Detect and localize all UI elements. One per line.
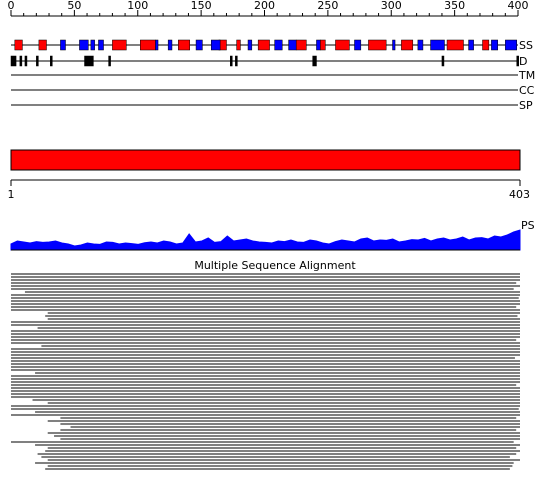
strand [505, 39, 517, 51]
sequence-bar [10, 149, 521, 171]
helix [14, 39, 23, 51]
track-label: D [519, 55, 527, 68]
helix [295, 39, 307, 51]
track-label: SS [519, 39, 533, 52]
disorder [84, 55, 94, 67]
disorder [10, 55, 17, 67]
ruler-label: 300 [381, 0, 402, 12]
ruler-label: 400 [508, 0, 529, 12]
ruler-label: 200 [254, 0, 275, 12]
ruler-label: 350 [444, 0, 465, 12]
helix [112, 39, 127, 51]
strand [491, 39, 498, 51]
alignment-title: Multiple Sequence Alignment [194, 259, 356, 272]
disorder [108, 55, 111, 67]
helix [368, 39, 387, 51]
ruler-label: 50 [67, 0, 81, 12]
sequence-label: 1 [8, 188, 15, 201]
strand [417, 39, 424, 51]
strand [211, 39, 221, 51]
strand [98, 39, 104, 51]
disorder [24, 55, 28, 67]
helix [335, 39, 350, 51]
strand [195, 39, 203, 51]
strand [167, 39, 173, 51]
ruler-label: 250 [317, 0, 338, 12]
disorder [235, 55, 238, 67]
strand [430, 39, 445, 51]
helix [178, 39, 190, 51]
track-label: TM [518, 69, 535, 82]
ruler-label: 0 [8, 0, 15, 12]
strand [90, 39, 95, 51]
strand [468, 39, 474, 51]
helix [236, 39, 241, 51]
disorder [312, 55, 317, 67]
disorder [50, 55, 53, 67]
strand [155, 39, 159, 51]
sequence-label: 403 [509, 188, 530, 201]
strand [392, 39, 396, 51]
ruler-label: 100 [127, 0, 148, 12]
ps-label: PS [521, 219, 535, 232]
helix [257, 39, 270, 51]
disorder [36, 55, 39, 67]
disorder [19, 55, 23, 67]
ruler-label: 150 [191, 0, 212, 12]
helix [446, 39, 464, 51]
strand [79, 39, 89, 51]
track-label: SP [519, 99, 533, 112]
strand [274, 39, 283, 51]
strand [316, 39, 321, 51]
ps-profile [10, 229, 521, 251]
disorder [516, 55, 519, 67]
helix [401, 39, 414, 51]
helix [38, 39, 47, 51]
strand [60, 39, 66, 51]
disorder [441, 55, 445, 67]
helix [320, 39, 326, 51]
strand [354, 39, 362, 51]
track-label: CC [519, 84, 535, 97]
helix [482, 39, 490, 51]
disorder [230, 55, 233, 67]
strand [247, 39, 253, 51]
strand [288, 39, 297, 51]
helix [140, 39, 156, 51]
